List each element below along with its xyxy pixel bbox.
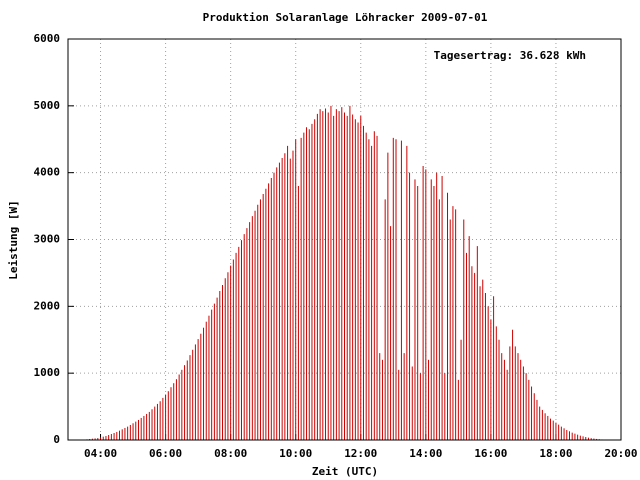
x-tick-label: 14:00 xyxy=(409,447,442,460)
y-axis-label: Leistung [W] xyxy=(7,200,20,279)
y-tick-label: 1000 xyxy=(34,366,61,379)
annotation: Tagesertrag: 36.628 kWh xyxy=(434,49,586,62)
x-axis-label: Zeit (UTC) xyxy=(312,465,378,478)
y-tick-label: 3000 xyxy=(34,233,61,246)
y-tick-label: 4000 xyxy=(34,166,61,179)
x-tick-label: 16:00 xyxy=(474,447,507,460)
x-tick-label: 10:00 xyxy=(279,447,312,460)
y-tick-label: 0 xyxy=(53,433,60,446)
x-tick-label: 06:00 xyxy=(149,447,182,460)
y-tick-label: 2000 xyxy=(34,299,61,312)
plot-border xyxy=(67,38,622,441)
y-tick-label: 5000 xyxy=(34,99,61,112)
x-tick-label: 12:00 xyxy=(344,447,377,460)
chart-title: Produktion Solaranlage Löhracker 2009-07… xyxy=(203,11,488,24)
x-tick-label: 20:00 xyxy=(604,447,637,460)
x-tick-label: 04:00 xyxy=(84,447,117,460)
x-tick-label: 18:00 xyxy=(539,447,572,460)
y-tick-label: 6000 xyxy=(34,32,61,45)
x-tick-label: 08:00 xyxy=(214,447,247,460)
